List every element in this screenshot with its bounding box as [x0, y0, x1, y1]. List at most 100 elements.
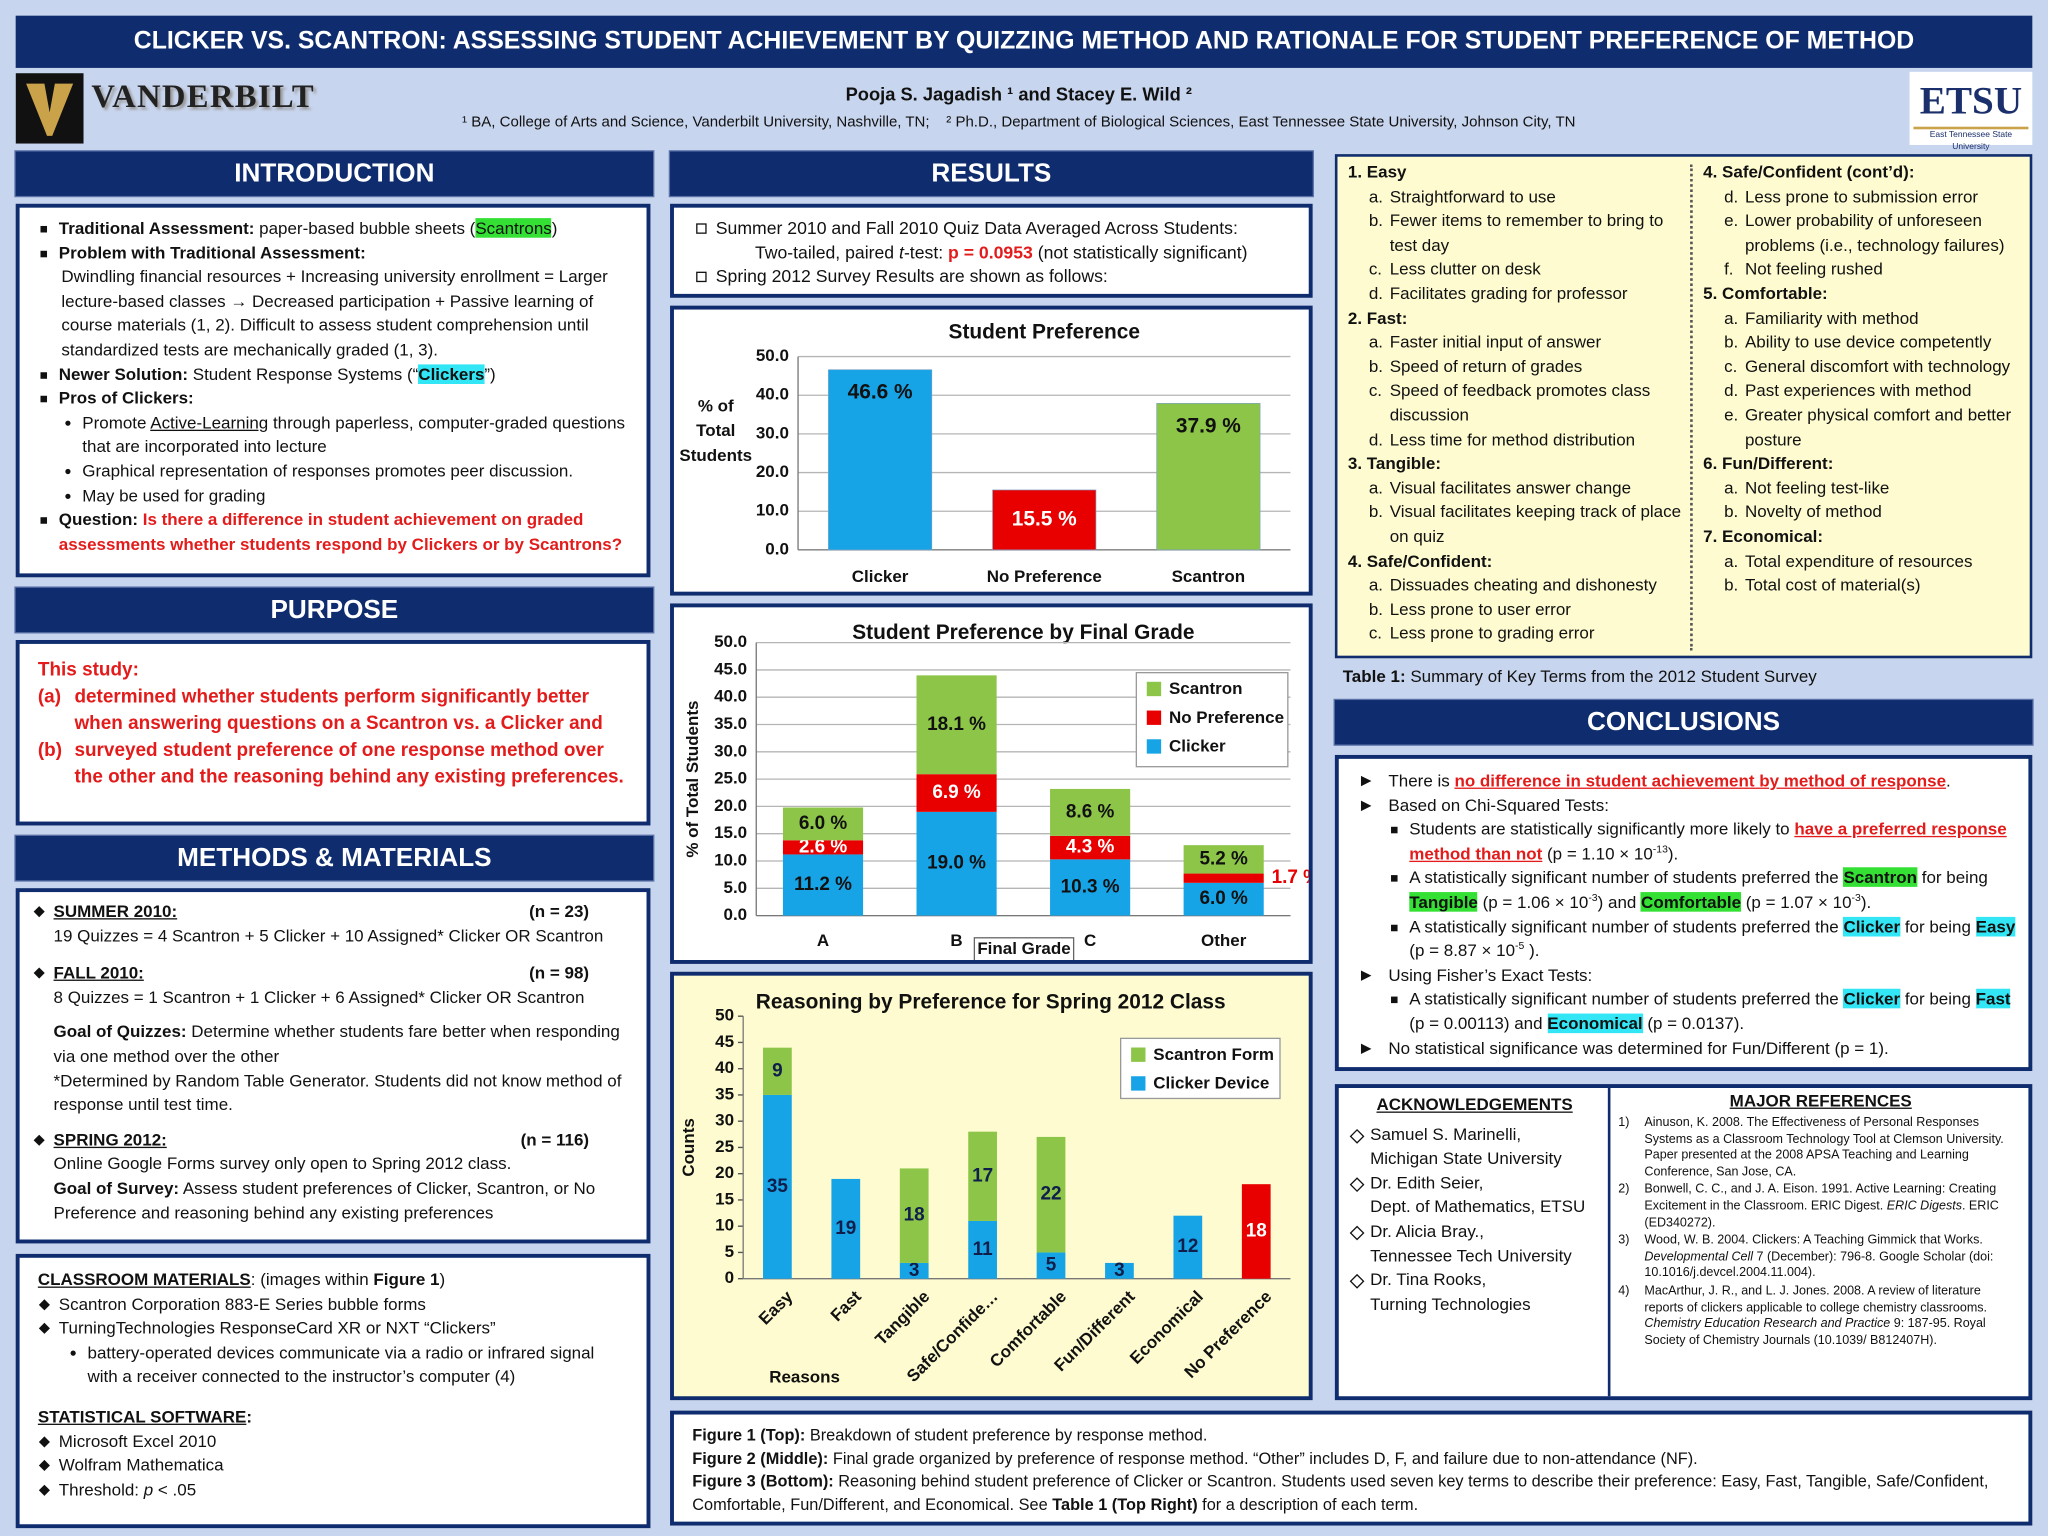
x-tick-label: A — [817, 931, 829, 950]
references: MAJOR REFERENCES 1) Ainuson, K. 2008. The… — [1610, 1088, 2028, 1396]
reference-text: Ainuson, K. 2008. The Effectiveness of P… — [1644, 1115, 2004, 1180]
intro-item: Traditional Assessment: paper-based bubb… — [38, 217, 634, 241]
text-run: (p = 1.10 × 10 — [1542, 843, 1653, 864]
vanderbilt-logo-text: VANDERBILT — [91, 79, 316, 115]
text-run: Figure 3 (Bottom): — [692, 1471, 834, 1491]
references-heading: MAJOR REFERENCES — [1729, 1090, 1912, 1111]
acknowledgement-line: Dr. Alicia Bray., — [1370, 1221, 1484, 1241]
text-run: ). — [1860, 892, 1872, 912]
bar — [1156, 403, 1261, 551]
term-text: Visual facilitates keeping track of plac… — [1389, 501, 1682, 546]
y-tick-label: 50 — [715, 1006, 734, 1025]
y-tick-label: 30.0 — [756, 423, 789, 442]
y-tick-label: 35 — [715, 1084, 734, 1103]
text-run: Final grade organized by preference of r… — [828, 1449, 1698, 1468]
term-group-heading: 3. Tangible: — [1347, 453, 1441, 473]
y-tick-label: 35.0 — [714, 714, 747, 733]
materials-item: Scantron Corporation 883-E Series bubble… — [38, 1293, 628, 1317]
text-run: Scantron — [1843, 867, 1918, 888]
method-label-row: SUMMER 2010: (n = 23) — [33, 900, 629, 924]
text-run: Based on Chi-Squared Tests: — [1388, 794, 1609, 815]
y-tick-label: 45.0 — [714, 659, 747, 678]
method-label: SUMMER 2010: — [53, 901, 178, 921]
text-run: Figure 1 (Top): — [692, 1426, 806, 1445]
term-text: Not feeling test-like — [1744, 477, 1890, 498]
x-tick-label: Easy — [755, 1287, 797, 1329]
text-run: Pros of Clickers: — [58, 388, 194, 408]
data-label: 8.6 % — [1066, 801, 1115, 822]
reference-text: Bonwell, C. C., and J. A. Eison. 1991. A… — [1644, 1182, 1997, 1214]
term-letter: b. — [1724, 574, 1739, 595]
x-tick-label: C — [1084, 931, 1096, 950]
point-label: (a) — [37, 686, 62, 708]
text-run: < .05 — [153, 1479, 197, 1500]
text-run: ). — [1524, 940, 1540, 961]
method-text: 19 Quizzes = 4 Scantron + 5 Clicker + 10… — [53, 925, 604, 946]
purpose-point: (a) determined whether students perform s… — [38, 684, 628, 738]
term-letter: b. — [1724, 501, 1739, 522]
affiliation: ² Ph.D., Department of Biological Scienc… — [946, 114, 1576, 131]
acknowledgements-heading: ACKNOWLEDGEMENTS — [1376, 1094, 1573, 1115]
term-text: General discomfort with technology — [1744, 356, 2011, 376]
term-text: Total cost of material(s) — [1744, 574, 1921, 595]
term-item: a. Not feeling test-like — [1724, 476, 2027, 500]
bar-segment — [1183, 845, 1264, 874]
software-heading: STATISTICAL SOFTWARE: — [38, 1405, 628, 1429]
term-group-heading: 2. Fast: — [1347, 307, 1408, 328]
chart-box: Student Preference by Final Grade 0.0 5.0 1… — [670, 603, 1320, 964]
method-text: 8 Quizzes = 1 Scantron + 1 Clicker + 6 A… — [53, 987, 585, 1007]
authors: Pooja S. Jagadish ¹ and Stacey E. Wild ² — [845, 83, 1192, 105]
acknowledgement: Samuel S. Marinelli, Michigan State Unive… — [1349, 1123, 1600, 1172]
materials-subitem: battery-operated devices communicate via… — [67, 1341, 629, 1390]
term-text: Visual facilitates answer change — [1389, 477, 1632, 498]
data-label: 18 — [904, 1205, 925, 1226]
purpose-intro: This study: — [37, 659, 139, 681]
acknowledgements-list: Samuel S. Marinelli, Michigan State Unive… — [1349, 1123, 1600, 1317]
y-tick-label: 25.0 — [714, 769, 747, 788]
figure-caption: Figure 2 (Middle): Final grade organized… — [692, 1448, 2010, 1471]
chart: Reasoning by Preference for Spring 2012 … — [679, 991, 1291, 1386]
text-run: Determine whether students fare better w… — [53, 1021, 620, 1066]
bar-segment — [916, 811, 997, 916]
chart: Student Preference by Final Grade 0.0 5.0 1… — [683, 621, 1320, 962]
data-label: 11.2 % — [794, 874, 852, 895]
term-text: Past experiences with method — [1744, 380, 1972, 401]
text-run: Student Response Systems (“ — [188, 363, 419, 384]
text-run: Table 1: — [1342, 666, 1406, 686]
data-label: 19.0 % — [927, 853, 986, 874]
y-tick-label: 40 — [715, 1058, 734, 1077]
method-text: Online Google Forms survey only open to … — [53, 1153, 512, 1174]
term-letter: a. — [1368, 574, 1383, 595]
term-letter: a. — [1368, 477, 1383, 498]
chart: Student Preference 0.0 10.0 20.0 30.0 40.0 50.… — [756, 321, 1291, 586]
vanderbilt-logo-mark — [15, 73, 84, 144]
bar-segment — [763, 1047, 792, 1095]
text-run: : (images within — [250, 1269, 374, 1290]
point-text: surveyed student preference of one respo… — [74, 739, 624, 788]
bar-segment — [1036, 1136, 1066, 1253]
column-divider — [1690, 164, 1693, 651]
data-label: 6.0 % — [799, 813, 848, 834]
text-run: Threshold: — [58, 1479, 144, 1500]
reference-number: 2) — [1618, 1182, 1630, 1197]
term-text: Ability to use device competently — [1744, 331, 1992, 352]
data-label: 5.2 % — [1199, 848, 1248, 869]
term-text: Dissuades cheating and dishonesty — [1389, 574, 1657, 595]
intro-paragraph: Dwindling financial resources + Increasi… — [38, 265, 634, 362]
text-run: Assess student preferences of Clicker, S… — [53, 1178, 596, 1222]
legend-box — [1119, 1037, 1281, 1100]
acknowledgement: Dr. Tina Rooks, Turning Technologies — [1349, 1268, 1600, 1317]
bar-segment — [1105, 1262, 1134, 1279]
text-run: for being — [1917, 867, 1988, 888]
key-terms-table: 1. Easy a. Straightforward to use b. Fewer i… — [1334, 154, 2033, 659]
text-run: May be used for grading — [82, 485, 266, 505]
term-item: a. Dissuades cheating and dishonesty — [1369, 574, 1690, 598]
text-run: Students are statistically significantly… — [1409, 819, 1795, 839]
legend-label: Scantron Form — [1153, 1045, 1274, 1064]
legend-label: Clicker Device — [1153, 1074, 1269, 1093]
text-run: No statistical significance was determin… — [1388, 1037, 1889, 1058]
bar — [992, 489, 1097, 551]
text-run: Figure 1 — [373, 1269, 440, 1290]
key-terms-column: 1. Easy a. Straightforward to use b. Fewer i… — [1348, 161, 1690, 647]
